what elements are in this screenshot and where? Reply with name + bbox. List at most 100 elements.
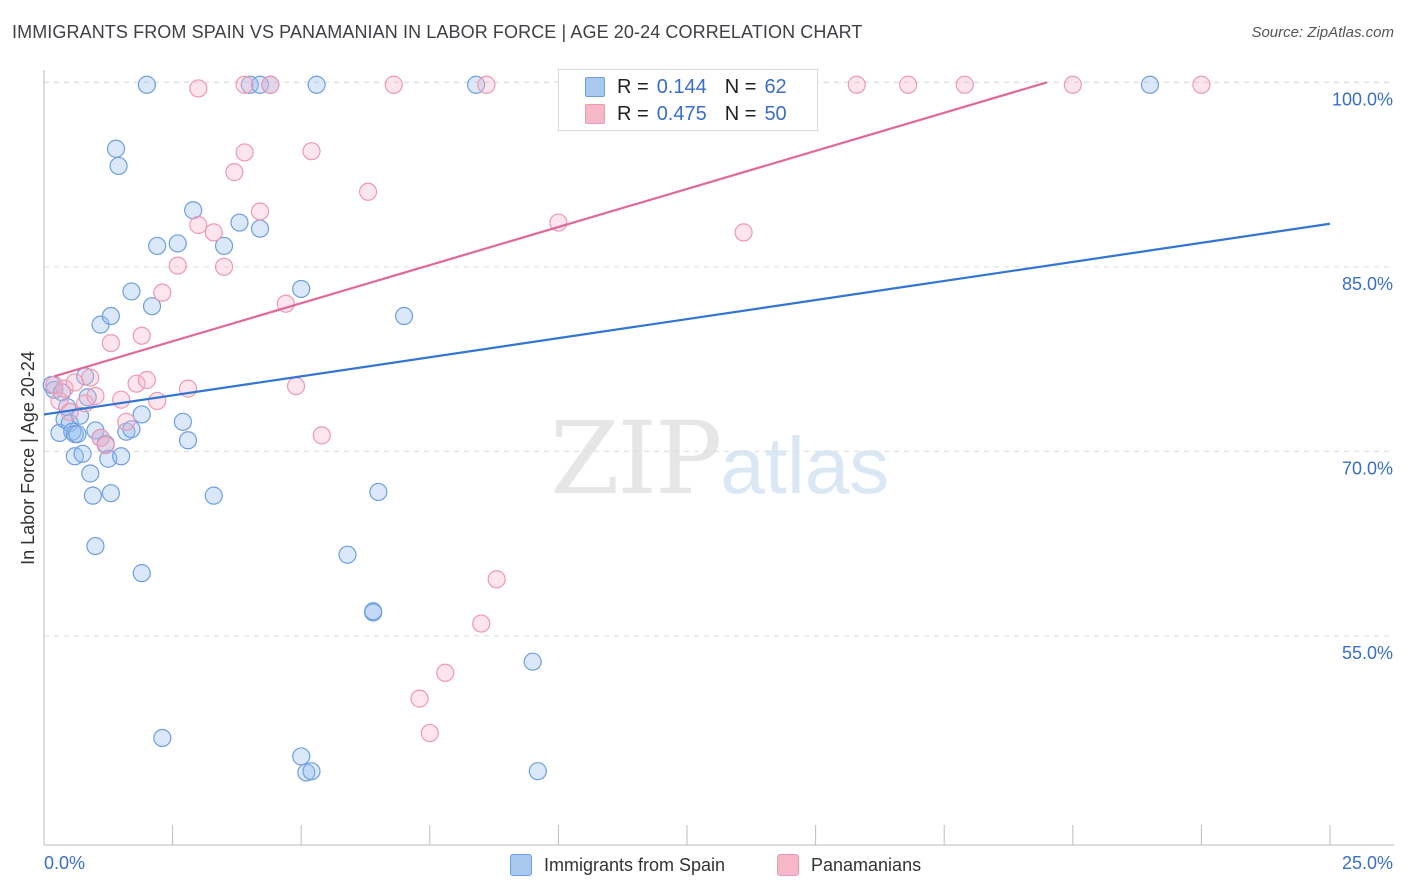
- data-point-panama: [153, 283, 172, 302]
- data-point-spain: [83, 486, 102, 505]
- data-point-spain: [307, 75, 326, 94]
- x-tick-label: 0.0%: [44, 853, 85, 873]
- legend-n-label: N =: [724, 102, 757, 125]
- series-label-panama: Panamanians: [811, 854, 922, 875]
- data-point-spain: [86, 536, 105, 556]
- data-point-panama: [55, 379, 74, 398]
- data-point-spain: [153, 728, 172, 748]
- legend-r-value: 0.475: [656, 102, 707, 125]
- y-axis-label: In Labor Force | Age 20-24: [18, 351, 38, 565]
- data-point-panama: [168, 256, 187, 275]
- data-point-panama: [261, 75, 280, 94]
- data-point-panama: [81, 368, 100, 387]
- series-swatch-spain: [510, 854, 532, 876]
- legend-swatch-panama: [585, 104, 605, 124]
- data-point-spain: [466, 75, 486, 94]
- data-point-panama: [477, 75, 496, 94]
- legend-r-label: R =: [617, 75, 649, 98]
- legend-n-label: N =: [724, 75, 757, 98]
- series-swatch-panama: [777, 854, 799, 876]
- data-point-panama: [312, 426, 331, 445]
- data-point-panama: [286, 377, 306, 396]
- data-point-spain: [132, 564, 151, 583]
- data-point-panama: [112, 390, 131, 409]
- data-point-spain: [394, 306, 414, 326]
- data-point-panama: [127, 374, 146, 393]
- correlation-legend: R = 0.144 N = 62 R = 0.475 N = 50: [558, 69, 818, 131]
- data-point-panama: [117, 412, 136, 431]
- data-point-spain: [240, 75, 259, 94]
- data-point-spain: [122, 282, 141, 301]
- data-point-spain: [106, 139, 126, 158]
- data-point-panama: [189, 79, 208, 98]
- series-legend-spain: Immigrants from Spain: [510, 852, 725, 878]
- data-point-panama: [204, 223, 223, 242]
- data-point-spain: [73, 444, 92, 463]
- watermark: ZIPatlas: [550, 400, 889, 517]
- data-point-spain: [250, 219, 270, 238]
- data-point-panama: [847, 75, 866, 94]
- data-point-spain: [214, 236, 234, 256]
- data-point-spain: [338, 545, 357, 564]
- y-tick-label: 85.0%: [1342, 274, 1393, 294]
- trend-line-spain: [43, 222, 1331, 416]
- data-point-spain: [178, 431, 198, 450]
- data-point-panama: [436, 663, 455, 682]
- data-point-panama: [384, 75, 403, 94]
- data-point-panama: [899, 75, 918, 94]
- data-point-spain: [230, 213, 249, 232]
- data-point-spain: [292, 279, 311, 299]
- data-point-panama: [101, 333, 120, 353]
- data-point-spain: [101, 484, 120, 503]
- data-point-spain: [112, 447, 131, 466]
- data-point-spain: [168, 234, 187, 253]
- data-point-spain: [132, 405, 151, 424]
- data-point-panama: [955, 75, 974, 94]
- data-point-panama: [225, 163, 244, 182]
- data-point-panama: [487, 570, 506, 589]
- data-point-panama: [250, 202, 270, 221]
- data-point-panama: [235, 75, 254, 94]
- data-point-spain: [109, 156, 128, 176]
- data-point-panama: [189, 215, 208, 235]
- legend-n-value: 62: [764, 75, 787, 98]
- series-legend: Immigrants from Spain Panamanians: [0, 852, 1406, 878]
- data-point-spain: [148, 236, 167, 256]
- data-point-panama: [472, 614, 491, 633]
- source-label: Source: ZipAtlas.com: [1251, 24, 1394, 41]
- data-point-panama: [148, 391, 167, 411]
- data-point-panama: [65, 373, 84, 392]
- data-point-spain: [364, 602, 383, 621]
- data-point-panama: [302, 142, 321, 161]
- data-point-panama: [137, 370, 156, 390]
- data-point-panama: [358, 182, 378, 201]
- legend-r-value: 0.144: [656, 75, 707, 98]
- data-point-panama: [1192, 75, 1211, 94]
- legend-row-panama: R = 0.475 N = 50: [585, 101, 787, 127]
- data-point-panama: [214, 257, 234, 276]
- legend-n-value: 50: [764, 102, 787, 125]
- data-point-spain: [528, 762, 547, 781]
- data-point-spain: [81, 464, 100, 483]
- data-point-panama: [235, 143, 254, 162]
- data-point-spain: [523, 652, 542, 671]
- data-point-spain: [302, 762, 321, 781]
- data-point-spain: [142, 297, 162, 316]
- data-point-spain: [101, 306, 120, 326]
- data-point-panama: [410, 689, 429, 708]
- chart-title: IMMIGRANTS FROM SPAIN VS PANAMANIAN IN L…: [12, 22, 863, 42]
- data-point-spain: [369, 482, 388, 502]
- y-tick-label: 70.0%: [1342, 458, 1393, 478]
- data-point-spain: [68, 425, 87, 444]
- data-point-panama: [132, 326, 151, 345]
- data-point-spain: [1140, 75, 1160, 94]
- data-point-spain: [204, 486, 223, 505]
- data-point-panama: [96, 436, 115, 455]
- y-tick-label: 100.0%: [1332, 89, 1393, 109]
- series-label-spain: Immigrants from Spain: [544, 854, 726, 875]
- legend-r-label: R =: [617, 102, 649, 125]
- y-tick-label: 55.0%: [1342, 643, 1393, 663]
- data-point-panama: [1063, 75, 1082, 94]
- watermark-zip: ZIP: [550, 400, 722, 517]
